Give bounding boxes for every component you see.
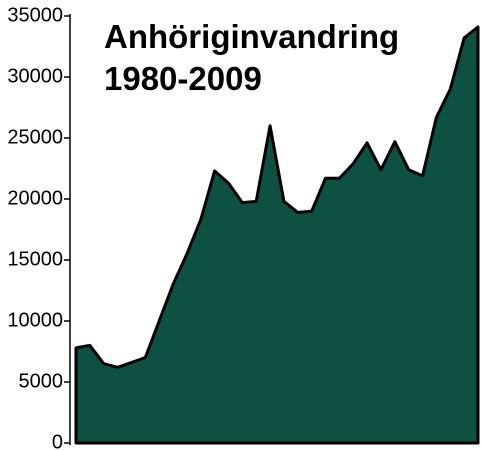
- y-tick-label: 10000: [7, 309, 63, 331]
- y-tick-label: 30000: [7, 65, 63, 87]
- y-tick-label: 25000: [7, 126, 63, 148]
- y-tick-label: 15000: [7, 248, 63, 270]
- chart-title: Anhöriginvandring: [104, 18, 399, 55]
- chart-subtitle: 1980-2009: [104, 60, 262, 97]
- y-tick-label: 5000: [19, 370, 64, 392]
- area: [74, 25, 480, 445]
- y-tick-label: 0: [52, 431, 63, 450]
- y-tick-label: 20000: [7, 187, 63, 209]
- y-tick-label: 35000: [7, 4, 63, 26]
